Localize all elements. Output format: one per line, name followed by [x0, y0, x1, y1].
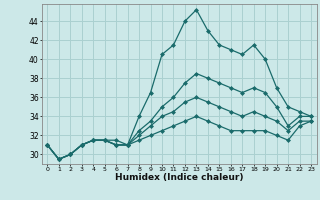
X-axis label: Humidex (Indice chaleur): Humidex (Indice chaleur)	[115, 173, 244, 182]
